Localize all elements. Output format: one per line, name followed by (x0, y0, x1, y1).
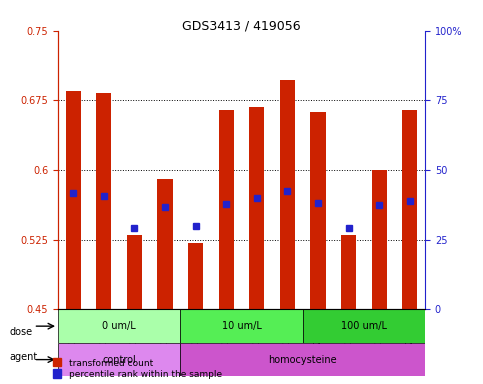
Bar (341, 235, 356, 310)
Bar (188, 243, 203, 310)
Bar (127, 235, 142, 310)
Bar (311, 111, 326, 310)
Text: 0 um/L: 0 um/L (102, 321, 136, 331)
Bar (402, 110, 417, 310)
FancyBboxPatch shape (303, 310, 425, 343)
FancyBboxPatch shape (58, 343, 180, 376)
Bar (219, 110, 234, 310)
Legend: transformed count, percentile rank within the sample: transformed count, percentile rank withi… (53, 359, 222, 379)
Bar (96, 93, 112, 310)
Bar (157, 179, 173, 310)
FancyBboxPatch shape (180, 310, 303, 343)
Text: homocysteine: homocysteine (269, 354, 337, 364)
Text: GDS3413 / 419056: GDS3413 / 419056 (182, 19, 301, 32)
Text: dose: dose (10, 327, 33, 337)
Text: 100 um/L: 100 um/L (341, 321, 387, 331)
Bar (371, 170, 387, 310)
Bar (280, 80, 295, 310)
Bar (66, 91, 81, 310)
FancyBboxPatch shape (58, 310, 180, 343)
FancyBboxPatch shape (180, 343, 425, 376)
Bar (249, 107, 265, 310)
Text: 10 um/L: 10 um/L (222, 321, 261, 331)
Text: agent: agent (10, 352, 38, 362)
Text: control: control (102, 354, 136, 364)
